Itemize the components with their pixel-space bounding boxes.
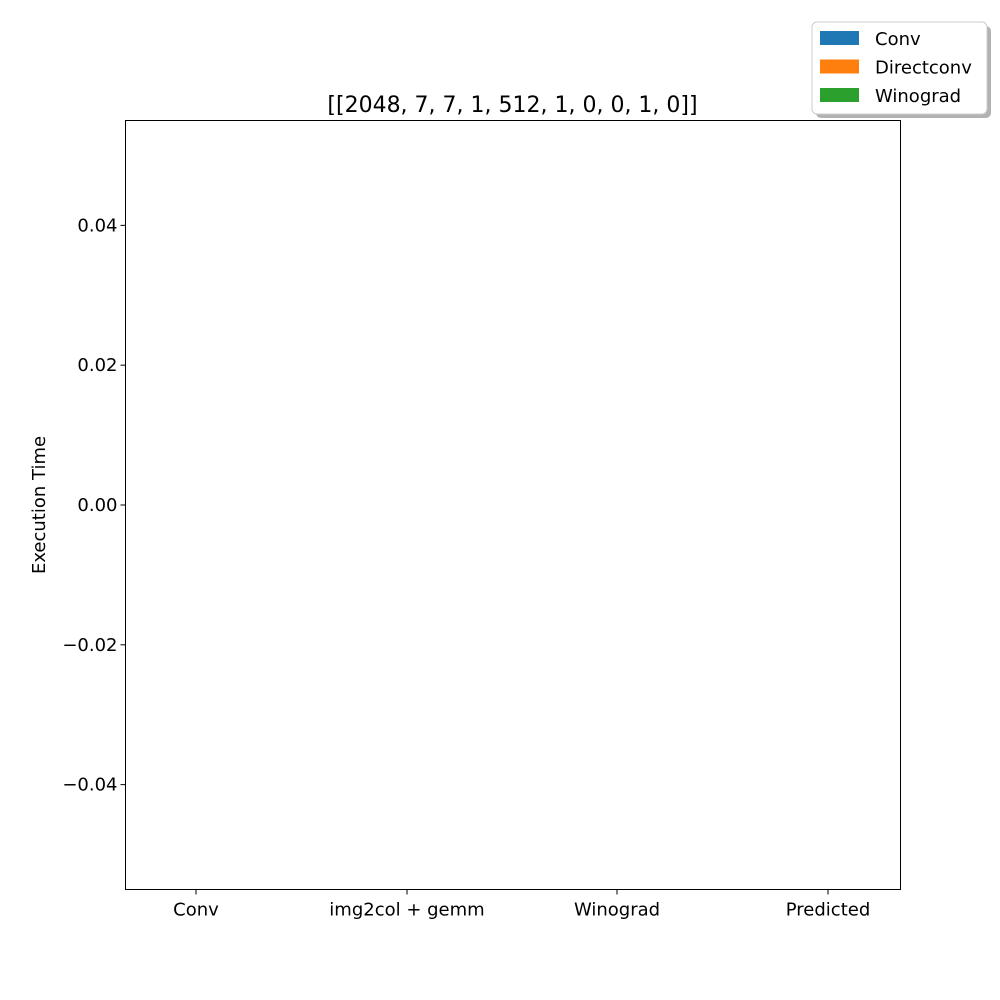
legend-label: Conv: [875, 29, 921, 50]
legend-items: Conv Directconv Winograd: [820, 29, 972, 107]
y-axis: −0.04 −0.02 0.00 0.02 0.04: [62, 215, 126, 796]
x-tick-label: img2col + gemm: [329, 900, 484, 921]
x-tick-label: Predicted: [786, 900, 871, 921]
y-tick-label: 0.02: [77, 355, 117, 376]
x-tick-label: Conv: [173, 900, 219, 921]
y-tick-label: 0.04: [77, 215, 117, 236]
legend: Conv Directconv Winograd: [811, 21, 991, 118]
legend-label: Winograd: [875, 86, 961, 107]
y-tick-label: −0.04: [62, 775, 117, 796]
x-tick-label: Winograd: [574, 900, 660, 921]
legend-label: Directconv: [875, 58, 972, 79]
legend-swatch: [820, 59, 859, 74]
plot-area: [125, 120, 901, 890]
y-tick-label: −0.02: [62, 635, 117, 656]
x-axis: Conv img2col + gemm Winograd Predicted: [173, 889, 871, 921]
y-tick-label: 0.00: [77, 495, 117, 516]
chart-title: [[2048, 7, 7, 1, 512, 1, 0, 0, 1, 0]]: [327, 93, 697, 118]
legend-swatch: [820, 88, 859, 102]
legend-swatch: [820, 31, 859, 45]
y-axis-label: Execution Time: [29, 436, 50, 574]
